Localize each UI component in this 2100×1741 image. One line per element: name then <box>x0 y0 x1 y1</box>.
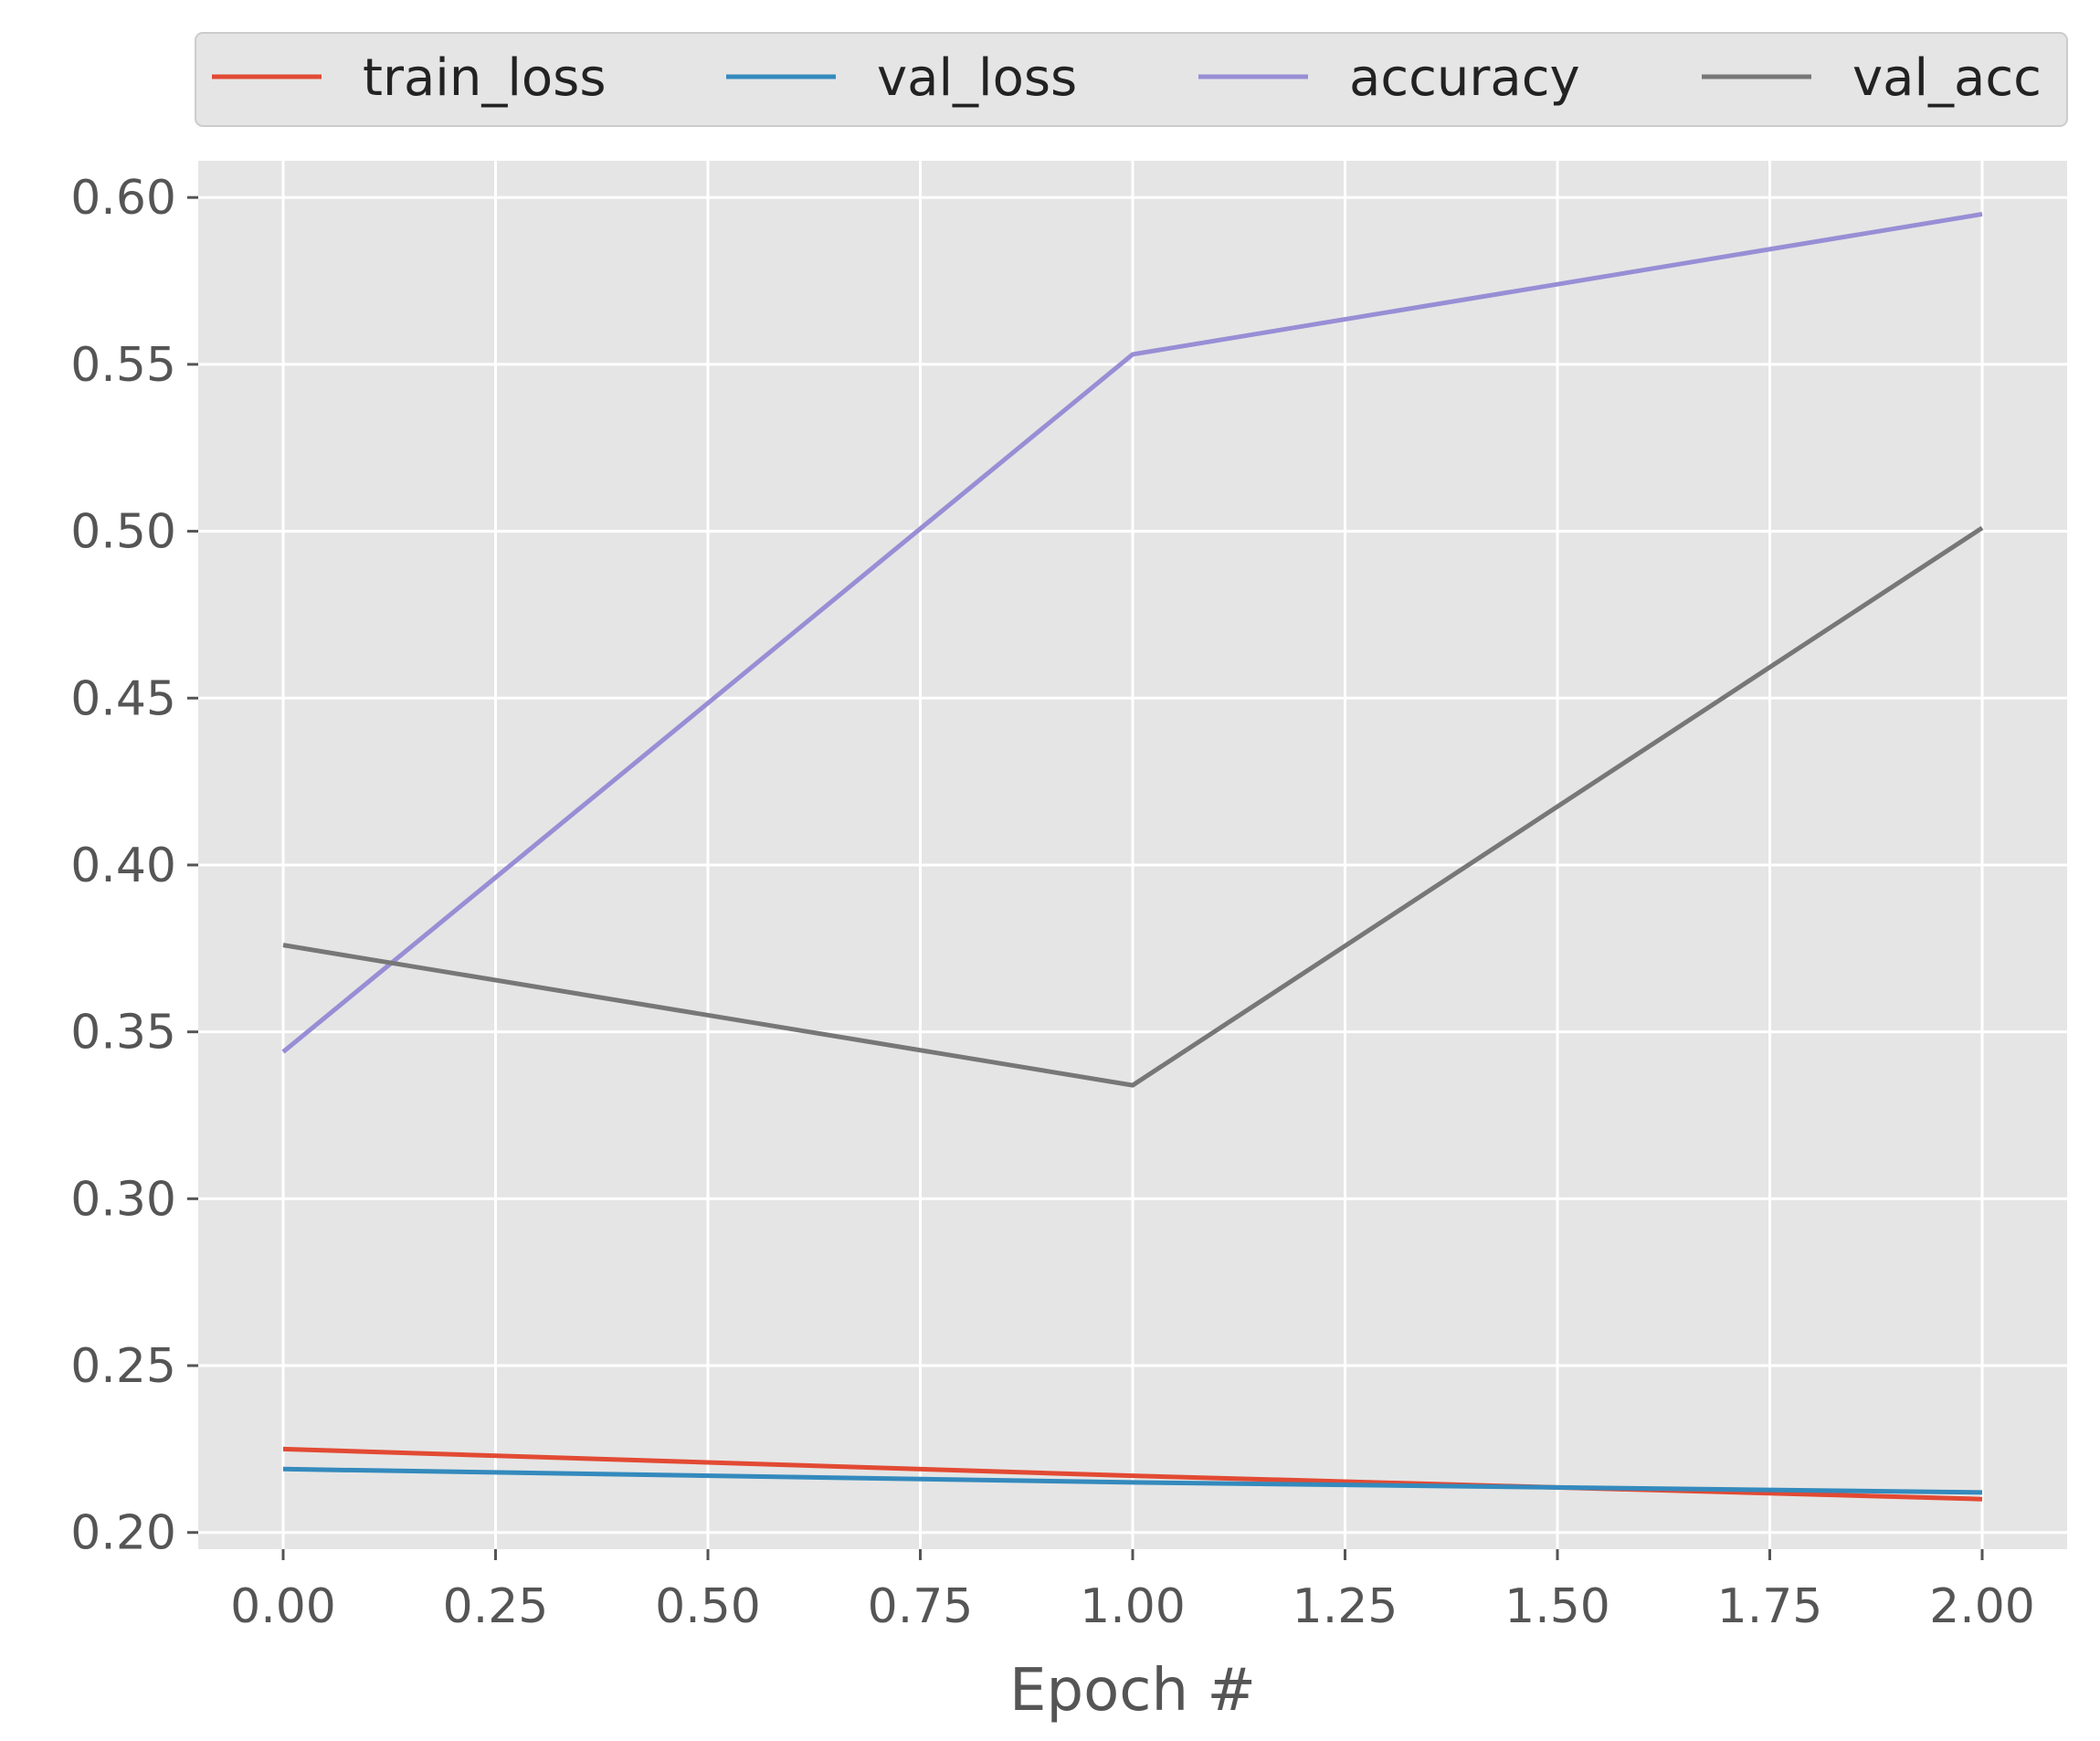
series-line-val-loss <box>282 1466 1983 1495</box>
x-tick-label: 0.00 <box>230 1579 336 1634</box>
series-line-val-acc <box>282 525 1984 1088</box>
x-axis-label: Epoch # <box>1009 1657 1256 1725</box>
legend-label-accuracy: accuracy <box>1349 48 1580 108</box>
series-line-accuracy <box>281 211 1983 1054</box>
y-tick-label: 0.45 <box>70 671 176 726</box>
x-tick-label: 0.25 <box>443 1579 549 1634</box>
x-tick-label: 1.50 <box>1504 1579 1610 1634</box>
legend-label-train-loss: train_loss <box>363 48 607 108</box>
y-tick-label: 0.30 <box>70 1172 176 1227</box>
grid <box>198 161 2067 1549</box>
x-axis-ticks: 0.00 0.25 0.50 0.75 1.00 1.25 1.50 1.75 2.00 <box>230 1549 2035 1634</box>
y-tick-label: 0.25 <box>70 1339 176 1394</box>
x-tick-label: 0.50 <box>655 1579 761 1634</box>
legend-label-val-loss: val_loss <box>877 48 1077 108</box>
x-tick-label: 1.75 <box>1717 1579 1823 1634</box>
y-tick-label: 0.50 <box>70 505 176 560</box>
x-tick-label: 1.25 <box>1293 1579 1398 1634</box>
y-axis-ticks: 0.20 0.25 0.30 0.35 0.40 0.45 0.50 0.55 0.60 <box>70 171 198 1561</box>
y-tick-label: 0.40 <box>70 839 176 893</box>
x-tick-label: 0.75 <box>868 1579 974 1634</box>
legend-label-val-acc: val_acc <box>1852 48 2042 108</box>
x-tick-label: 1.00 <box>1080 1579 1186 1634</box>
y-tick-label: 0.35 <box>70 1006 176 1060</box>
y-tick-label: 0.55 <box>70 338 176 393</box>
series-lines <box>281 211 1984 1502</box>
y-tick-label: 0.20 <box>70 1506 176 1561</box>
legend-box <box>195 32 2068 127</box>
legend: train_loss val_loss accuracy val_acc <box>195 32 2068 127</box>
x-tick-label: 2.00 <box>1929 1579 2035 1634</box>
y-tick-label: 0.60 <box>70 171 176 226</box>
